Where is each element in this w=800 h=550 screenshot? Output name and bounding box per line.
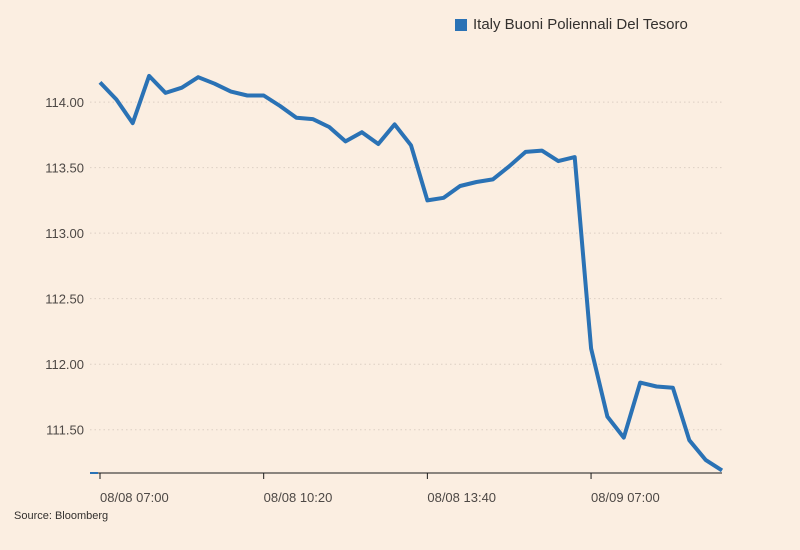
source-note: Source: Bloomberg	[14, 510, 109, 522]
x-axis-ticks: 08/08 07:00 08/08 10:20 08/08 13:40 08/09 0…	[99, 473, 660, 505]
gridlines	[90, 101, 722, 431]
x-tick-label: 08/09 07:00	[591, 490, 660, 505]
x-tick-label: 08/08 13:40	[427, 490, 496, 505]
x-tick-label: 08/08 10:20	[264, 490, 333, 505]
legend-label: Italy Buoni Poliennali Del Tesoro	[473, 16, 688, 33]
y-tick-label: 113.00	[45, 226, 84, 241]
y-axis-ticks: 111.50 112.00 112.50 113.00 113.50 114.00	[45, 95, 84, 438]
y-tick-label: 113.50	[45, 161, 84, 176]
x-tick-label: 08/08 07:00	[100, 490, 169, 505]
y-tick-label: 112.50	[45, 292, 84, 307]
series-line-italy-btp	[98, 73, 724, 473]
legend: Italy Buoni Poliennali Del Tesoro	[455, 16, 688, 33]
y-tick-label: 112.00	[45, 357, 84, 372]
y-tick-label: 111.50	[46, 423, 84, 438]
y-tick-label: 114.00	[45, 95, 84, 110]
legend-swatch	[455, 18, 467, 31]
